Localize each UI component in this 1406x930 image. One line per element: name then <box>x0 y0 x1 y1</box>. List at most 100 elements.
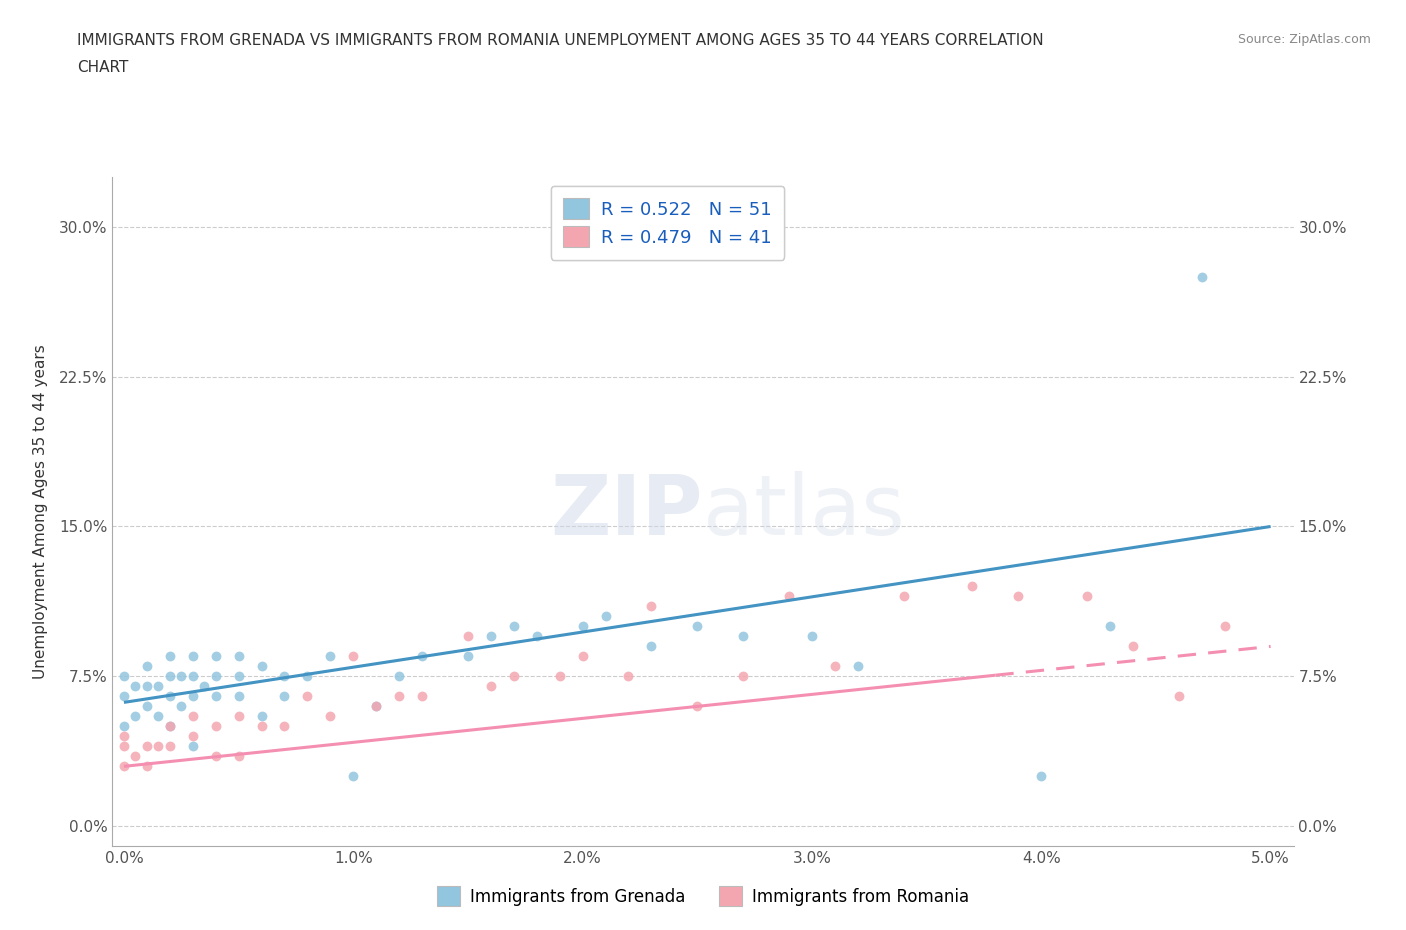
Text: IMMIGRANTS FROM GRENADA VS IMMIGRANTS FROM ROMANIA UNEMPLOYMENT AMONG AGES 35 TO: IMMIGRANTS FROM GRENADA VS IMMIGRANTS FR… <box>77 33 1043 47</box>
Point <box>228 669 250 684</box>
Point <box>479 679 502 694</box>
Point <box>1076 589 1098 604</box>
Point <box>159 649 181 664</box>
Point <box>893 589 915 604</box>
Point <box>342 769 364 784</box>
Point <box>112 669 135 684</box>
Point <box>159 719 181 734</box>
Point <box>366 699 388 714</box>
Point <box>250 659 273 674</box>
Point <box>640 599 662 614</box>
Point <box>962 579 984 594</box>
Point <box>148 709 170 724</box>
Point <box>181 649 204 664</box>
Point <box>124 749 146 764</box>
Point <box>124 679 146 694</box>
Point <box>1099 619 1122 634</box>
Point <box>1031 769 1053 784</box>
Point <box>112 719 135 734</box>
Point <box>595 609 617 624</box>
Point <box>159 689 181 704</box>
Point <box>319 649 342 664</box>
Point <box>388 689 411 704</box>
Point <box>112 759 135 774</box>
Point <box>640 639 662 654</box>
Point <box>112 739 135 754</box>
Point <box>1007 589 1029 604</box>
Point <box>181 739 204 754</box>
Text: Source: ZipAtlas.com: Source: ZipAtlas.com <box>1237 33 1371 46</box>
Point <box>388 669 411 684</box>
Point <box>204 669 226 684</box>
Point <box>228 689 250 704</box>
Point <box>204 749 226 764</box>
Point <box>135 659 157 674</box>
Point <box>548 669 571 684</box>
Text: ZIP: ZIP <box>551 471 703 552</box>
Point <box>457 649 479 664</box>
Point <box>228 749 250 764</box>
Point <box>778 589 800 604</box>
Point <box>170 699 193 714</box>
Point <box>411 689 433 704</box>
Point <box>1191 269 1213 284</box>
Point <box>846 659 869 674</box>
Point <box>204 649 226 664</box>
Point <box>159 669 181 684</box>
Point <box>1213 619 1236 634</box>
Point <box>571 619 593 634</box>
Point <box>824 659 846 674</box>
Point <box>319 709 342 724</box>
Point <box>181 669 204 684</box>
Point <box>800 629 823 644</box>
Point <box>457 629 479 644</box>
Point <box>228 649 250 664</box>
Point <box>159 719 181 734</box>
Point <box>159 739 181 754</box>
Point <box>686 699 709 714</box>
Point <box>250 709 273 724</box>
Point <box>686 619 709 634</box>
Point <box>148 739 170 754</box>
Point <box>411 649 433 664</box>
Point <box>526 629 548 644</box>
Point <box>1167 689 1189 704</box>
Point <box>250 719 273 734</box>
Point <box>148 679 170 694</box>
Point <box>571 649 593 664</box>
Point <box>170 669 193 684</box>
Point <box>297 669 319 684</box>
Text: CHART: CHART <box>77 60 129 75</box>
Point <box>135 679 157 694</box>
Text: atlas: atlas <box>703 471 904 552</box>
Point <box>366 699 388 714</box>
Point <box>479 629 502 644</box>
Point <box>273 719 295 734</box>
Point <box>228 709 250 724</box>
Point <box>273 669 295 684</box>
Point <box>502 619 524 634</box>
Point <box>135 739 157 754</box>
Point <box>112 689 135 704</box>
Point <box>204 719 226 734</box>
Point <box>502 669 524 684</box>
Point <box>181 689 204 704</box>
Point <box>342 649 364 664</box>
Legend: Immigrants from Grenada, Immigrants from Romania: Immigrants from Grenada, Immigrants from… <box>430 880 976 912</box>
Point <box>193 679 215 694</box>
Point <box>181 729 204 744</box>
Point <box>733 669 755 684</box>
Point <box>181 709 204 724</box>
Point <box>204 689 226 704</box>
Point <box>1122 639 1144 654</box>
Point <box>135 759 157 774</box>
Point <box>112 729 135 744</box>
Point <box>733 629 755 644</box>
Point <box>617 669 640 684</box>
Point <box>273 689 295 704</box>
Point <box>297 689 319 704</box>
Y-axis label: Unemployment Among Ages 35 to 44 years: Unemployment Among Ages 35 to 44 years <box>32 344 48 679</box>
Legend: R = 0.522   N = 51, R = 0.479   N = 41: R = 0.522 N = 51, R = 0.479 N = 41 <box>551 186 785 260</box>
Point <box>124 709 146 724</box>
Point <box>135 699 157 714</box>
